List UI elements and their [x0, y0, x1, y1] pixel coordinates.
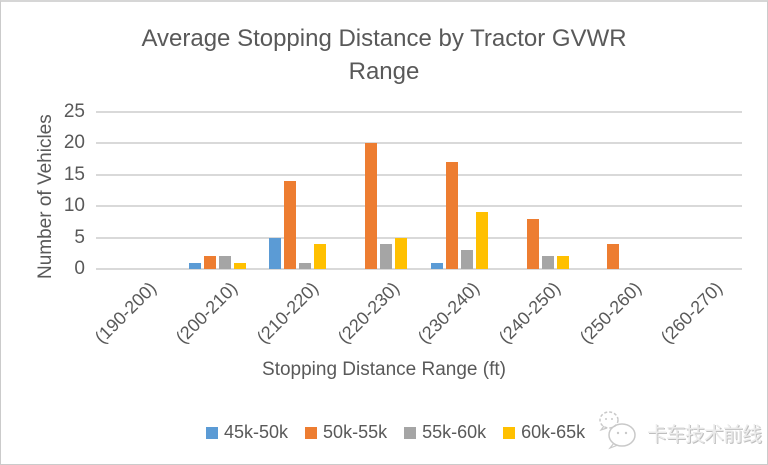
legend-label-60k-65k: 60k-65k [521, 422, 586, 442]
legend-swatch-60k-65k [503, 426, 516, 439]
gridline-y-20 [96, 142, 742, 145]
bar-group-(240-250) [500, 112, 581, 269]
x-tick-label-(250-260): (250-260) [575, 278, 646, 348]
legend-item-55k-60k: 55k-60k [404, 422, 486, 443]
x-tick-label-(220-230): (220-230) [333, 278, 403, 348]
x-tick-label-(260-270): (260-270) [656, 278, 726, 348]
bar-60k-65k-(210-220) [314, 243, 327, 269]
y-tick-label-0: 0 [74, 258, 85, 279]
bar-55k-60k-(230-240) [460, 250, 473, 269]
bar-group-(230-240) [419, 112, 500, 269]
bar-50k-55k-(220-230) [365, 143, 378, 269]
wechat-logo-icon [596, 409, 642, 456]
bar-50k-55k-(250-260) [607, 243, 620, 269]
x-tick-label-(190-200): (190-200) [91, 278, 161, 348]
legend: 45k-50k 50k-55k 55k-60k 60k-65k [206, 422, 585, 443]
chart-title-text: Average Stopping Distance by Tractor GVW… [141, 25, 627, 85]
gridline-y-0 [96, 268, 742, 270]
bar-55k-60k-(200-210) [218, 256, 231, 269]
gridline-y-15 [96, 173, 742, 176]
bar-55k-60k-(220-230) [380, 243, 393, 269]
bar-group-(260-270) [661, 112, 742, 269]
bar-50k-55k-(210-220) [284, 181, 297, 269]
bar-55k-60k-(240-250) [541, 256, 554, 269]
bar-60k-65k-(220-230) [395, 237, 408, 269]
x-tick-label-(230-240): (230-240) [414, 278, 484, 348]
bar-60k-65k-(230-240) [475, 212, 488, 269]
gridline-y-5 [96, 236, 742, 239]
legend-item-45k-50k: 45k-50k [206, 422, 288, 443]
bar-group-(210-220) [258, 112, 339, 269]
bar-55k-60k-(210-220) [299, 262, 312, 269]
legend-item-60k-65k: 60k-65k [503, 422, 585, 443]
x-tick-label-(200-210): (200-210) [171, 278, 242, 348]
legend-label-50k-55k: 50k-55k [323, 422, 388, 442]
legend-label-55k-60k: 55k-60k [422, 422, 487, 442]
watermark-text: 卡车技术前线 [647, 424, 762, 446]
y-tick-label-10: 10 [63, 195, 85, 217]
watermark: 卡车技术前线 [596, 409, 762, 456]
legend-swatch-55k-60k [404, 426, 417, 439]
bar-60k-65k-(240-250) [556, 256, 569, 269]
legend-swatch-45k-50k [206, 426, 218, 439]
bar-50k-55k-(200-210) [203, 256, 216, 269]
gridline-y-25 [96, 111, 742, 113]
gridline-y-10 [96, 205, 742, 208]
bar-60k-65k-(200-210) [233, 262, 246, 269]
bar-45k-50k-(200-210) [188, 262, 201, 269]
bar-50k-55k-(240-250) [526, 218, 539, 269]
bar-45k-50k-(230-240) [430, 262, 443, 269]
x-tick-label-(240-250): (240-250) [494, 278, 565, 348]
x-axis-title: Stopping Distance Range (ft) [262, 359, 506, 380]
bar-50k-55k-(230-240) [445, 162, 458, 269]
legend-swatch-50k-55k [305, 426, 318, 439]
bar-group-(190-200) [96, 112, 177, 269]
plot-area [96, 111, 742, 270]
y-tick-label-20: 20 [63, 132, 85, 154]
legend-label-45k-50k: 45k-50k [224, 422, 289, 442]
x-tick-label-(210-220): (210-220) [252, 278, 323, 348]
y-tick-label-5: 5 [74, 226, 85, 248]
legend-item-50k-55k: 50k-55k [305, 422, 387, 443]
y-tick-label-25: 25 [63, 101, 85, 122]
bar-45k-50k-(210-220) [269, 237, 282, 269]
bar-group-(250-260) [581, 112, 662, 269]
bar-group-(220-230) [338, 112, 419, 269]
bar-group-(200-210) [177, 112, 258, 269]
chart-title: Average Stopping Distance by Tractor GVW… [1, 22, 767, 88]
y-tick-label-15: 15 [63, 163, 85, 185]
